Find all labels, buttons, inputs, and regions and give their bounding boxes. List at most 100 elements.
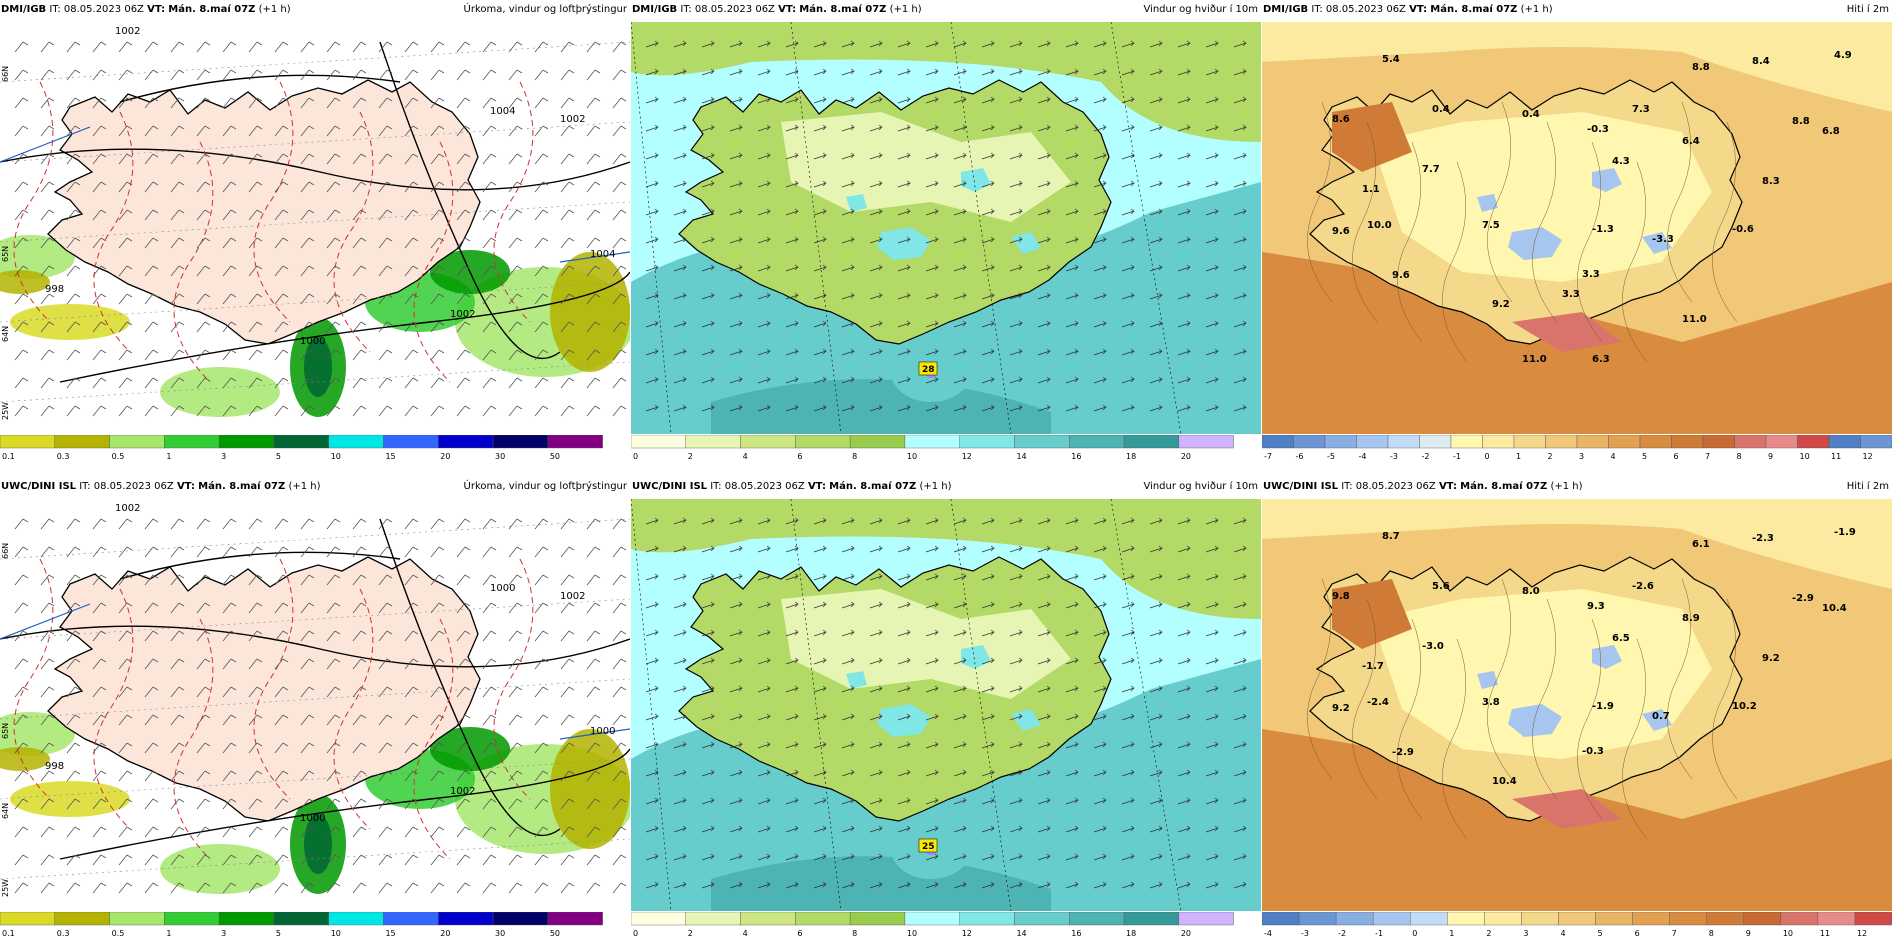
wind-arrow — [785, 348, 799, 356]
vt-value: Mán. 8.maí 07Z — [1460, 481, 1548, 492]
wind-arrow — [785, 825, 799, 833]
wind-arrow — [701, 545, 715, 553]
wind-arrow — [813, 881, 827, 889]
wind-arrow — [1205, 180, 1219, 188]
wind-barb — [118, 546, 133, 558]
wind-barb — [326, 826, 341, 838]
forecast-panel: UWC/DINI ISL IT: 08.05.2023 06Z VT: Mán.… — [0, 477, 630, 942]
wind-barb — [508, 405, 523, 417]
wind-arrow — [757, 685, 771, 693]
colorbar-swatch — [1178, 912, 1234, 926]
wind-barb — [14, 69, 29, 81]
wind-arrow — [1121, 825, 1135, 833]
wind-barb — [196, 826, 211, 838]
wind-barb — [482, 41, 497, 53]
colorbar-swatch — [795, 435, 851, 449]
wind-arrow — [1065, 825, 1079, 833]
wind-arrow — [701, 376, 715, 384]
temperature-value: 10.0 — [1367, 220, 1392, 231]
wind-barb — [534, 742, 549, 754]
colorbar-swatch — [383, 912, 439, 926]
wind-barb — [14, 882, 29, 894]
wind-barb — [66, 321, 81, 333]
wind-barb — [560, 237, 575, 249]
wind-arrow — [1205, 320, 1219, 328]
colorbar-swatch — [218, 912, 275, 926]
wind-barb — [404, 882, 419, 894]
wind-barb — [274, 826, 289, 838]
wind-arrow — [673, 376, 687, 384]
wind-barb — [248, 854, 263, 866]
wind-barb — [118, 742, 133, 754]
temperature-value: -2.6 — [1632, 581, 1654, 592]
wind-arrow — [1065, 320, 1079, 328]
wind-barb — [352, 574, 367, 586]
wind-arrow — [841, 825, 855, 833]
forecast-panel: DMI/IGB IT: 08.05.2023 06Z VT: Mán. 8.ma… — [0, 0, 630, 465]
wind-arrow — [1233, 404, 1247, 412]
wind-arrow — [897, 68, 911, 76]
panel-title: Vindur og hviður í 10m — [1143, 4, 1258, 15]
wind-barb — [612, 630, 627, 642]
wind-barb — [534, 321, 549, 333]
wind-barb — [170, 69, 185, 81]
colorbar-swatch — [1669, 912, 1707, 926]
wind-arrow — [1205, 629, 1219, 637]
wind-arrow — [1177, 769, 1191, 777]
wind-barb — [196, 321, 211, 333]
wind-arrow — [869, 292, 883, 300]
wind-barb — [92, 209, 107, 221]
wind-barb — [378, 658, 393, 670]
wind-arrow — [953, 629, 967, 637]
wind-barb — [560, 97, 575, 109]
wind-barb — [248, 546, 263, 558]
colorbar: 0.1 0.3 0.5 1 3 5 10 15 20 30 50 — [0, 912, 630, 940]
wind-barb — [274, 714, 289, 726]
wind-arrow — [701, 236, 715, 244]
wind-arrow — [953, 797, 967, 805]
wind-barb — [586, 321, 601, 333]
wind-arrow — [1233, 152, 1247, 160]
wind-arrow — [953, 68, 967, 76]
wind-arrow — [1233, 573, 1247, 581]
wind-barb — [326, 181, 341, 193]
wind-arrow — [757, 713, 771, 721]
temperature-value: 5.4 — [1382, 54, 1400, 65]
isobar — [59, 271, 630, 383]
colorbar-swatch — [1419, 435, 1452, 449]
wind-barb — [560, 125, 575, 137]
wind-barb — [352, 125, 367, 137]
colorbar-tick-label: 7 — [1705, 452, 1710, 461]
wind-arrow — [1205, 292, 1219, 300]
wind-arrow — [785, 208, 799, 216]
wind-arrow — [1037, 320, 1051, 328]
colorbar-tick-label: 0 — [1485, 452, 1490, 461]
latitude-label: 25W — [1, 402, 10, 420]
temperature-line — [93, 111, 134, 353]
forecast-panel: DMI/IGB IT: 08.05.2023 06Z VT: Mán. 8.ma… — [631, 0, 1261, 465]
wind-barb — [92, 69, 107, 81]
wind-arrow — [785, 517, 799, 525]
wind-barb — [482, 854, 497, 866]
wind-arrow — [981, 124, 995, 132]
wind-barb — [378, 602, 393, 614]
colorbar-svg: 0.1 0.3 0.5 1 3 5 10 15 20 30 50 — [0, 435, 603, 461]
wind-barb — [586, 686, 601, 698]
wind-arrow — [757, 881, 771, 889]
wind-barb — [378, 209, 393, 221]
wind-barb — [378, 41, 393, 53]
wind-barb — [404, 209, 419, 221]
wind-arrow — [673, 152, 687, 160]
colorbar-tick-label: 8 — [852, 929, 857, 938]
lead-time: (+1 h) — [258, 4, 291, 15]
colorbar-tick-label: 12 — [962, 929, 972, 938]
wind-arrow — [701, 853, 715, 861]
wind-barb — [482, 798, 497, 810]
isotherm — [1622, 161, 1648, 363]
wind-arrow — [785, 685, 799, 693]
wind-arrow — [1149, 348, 1163, 356]
graticule-line — [631, 499, 672, 911]
wind-barb — [404, 321, 419, 333]
wind-barb — [274, 153, 289, 165]
temperature-value: -2.4 — [1367, 697, 1389, 708]
